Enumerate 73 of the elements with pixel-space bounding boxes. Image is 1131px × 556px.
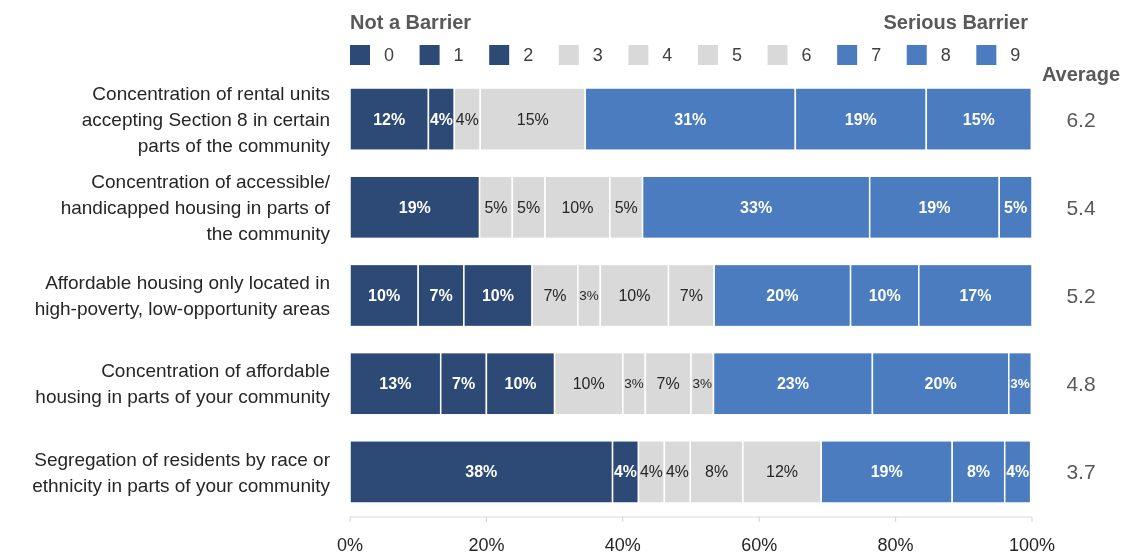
data-label: 8% [705,463,729,481]
legend-label: 2 [523,45,534,65]
data-label: 20% [766,287,799,304]
y2-tick-label: 5.2 [1066,284,1096,307]
legend-label: 3 [592,45,603,65]
data-label: 5% [484,198,508,216]
x-tick-label: 0% [336,535,364,555]
legend-label: 7 [871,45,882,65]
y2-tick-label: 6.2 [1066,107,1096,131]
data-label: 10% [368,287,401,304]
data-label: 19% [844,110,877,128]
data-label: 10% [561,198,594,216]
data-label: 12% [373,110,406,128]
data-label: 10% [572,375,605,393]
data-label: 5% [517,198,541,216]
data-label: 3% [579,288,599,303]
y2-tick-label: 5.4 [1066,195,1096,219]
y-tick-label: Concentration of rental units accepting Section 8 in certain parts of the community [81,82,331,156]
y-tick-label: Concentration of accessible/ handicapped housing in parts of the community [60,170,331,244]
data-label: 5% [614,198,638,216]
data-label: 23% [776,375,809,393]
data-label: 31% [674,110,707,128]
data-label: 4% [665,463,689,481]
legend-label: 8 [940,45,951,65]
data-label: 7% [656,375,680,393]
legend-label: 9 [1010,45,1021,65]
data-label: 7% [543,287,567,304]
x-tick-label: 80% [877,535,914,555]
legend-label: 5 [731,45,742,65]
y2-axis-title: Average [1041,63,1121,85]
data-label: 4% [455,110,479,128]
legend-label: 6 [801,45,812,65]
data-label: 33% [740,198,773,216]
x-tick-label: 20% [468,535,505,555]
data-label: 10% [868,287,901,304]
x-tick-label: 40% [604,535,641,555]
data-label: 15% [516,110,549,128]
data-label: 12% [766,463,799,481]
data-label: 3% [692,376,712,392]
x-tick-label: 100% [1008,535,1056,555]
data-label: 7% [429,287,453,304]
data-label: 4% [614,463,637,481]
data-label: 4% [639,463,663,481]
legend-label: 0 [384,45,395,65]
data-label: 19% [918,198,951,216]
data-label: 13% [379,375,412,393]
data-label: 4% [1006,463,1030,481]
legend-label: 1 [453,45,464,65]
data-label: 5% [1004,198,1028,216]
data-label: 7% [451,375,476,393]
x-tick-label: 60% [741,535,778,555]
y-tick-label: Segregation of residents by race or ethnicity in parts of your community [32,448,331,496]
data-label: 38% [465,463,498,481]
text: Serious Barrier [883,11,1029,33]
data-label: 8% [966,463,991,481]
text: Not a Barrier [350,11,472,33]
data-label: 10% [618,287,651,304]
data-label: 15% [962,110,995,128]
data-label: 7% [679,287,703,304]
data-label: 10% [504,375,537,393]
y-tick-label: Affordable housing only located in high-poverty, low-opportunity areas [34,272,330,320]
y-tick-label: Concentration of affordable housing in parts of your community [35,360,331,408]
y2-tick-label: 4.8 [1066,372,1096,396]
data-label: 19% [398,198,431,216]
data-label: 3% [1010,376,1030,392]
data-label: 10% [481,287,515,304]
data-label: 19% [870,463,903,481]
data-label: 4% [429,110,453,128]
y2-tick-label: 3.7 [1066,460,1096,484]
data-label: 3% [624,376,644,392]
data-label: 17% [959,287,992,304]
data-label: 20% [924,375,957,393]
legend-label: 4 [662,45,673,65]
